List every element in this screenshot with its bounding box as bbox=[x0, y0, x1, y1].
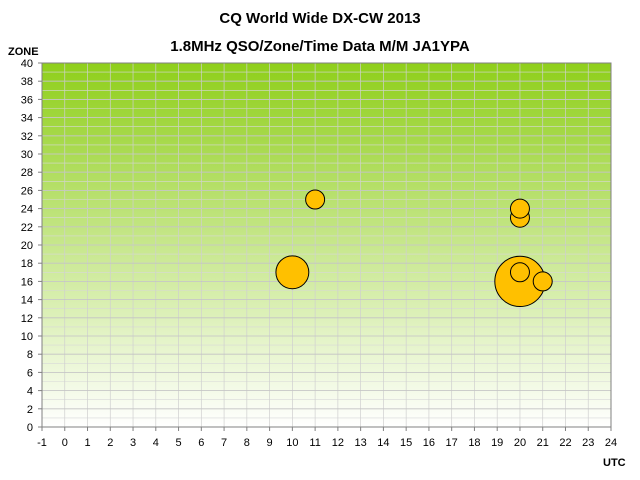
y-tick-label: 28 bbox=[21, 167, 33, 179]
y-tick-label: 18 bbox=[21, 258, 33, 270]
x-tick-label: 3 bbox=[130, 437, 136, 449]
x-tick-label: 4 bbox=[153, 437, 159, 449]
x-tick-label: -1 bbox=[37, 437, 47, 449]
y-tick-label: 38 bbox=[21, 76, 33, 88]
y-tick-label: 24 bbox=[21, 204, 33, 216]
chart-title: CQ World Wide DX-CW 2013 bbox=[219, 10, 421, 27]
x-tick-label: 2 bbox=[107, 437, 113, 449]
x-tick-label: 14 bbox=[377, 437, 389, 449]
x-axis-label: UTC bbox=[603, 457, 626, 469]
y-tick-label: 32 bbox=[21, 131, 33, 143]
x-tick-label: 15 bbox=[400, 437, 412, 449]
y-tick-label: 22 bbox=[21, 222, 33, 234]
data-point bbox=[305, 189, 326, 210]
chart-subtitle: 1.8MHz QSO/Zone/Time Data M/M JA1YPA bbox=[170, 38, 470, 55]
x-tick-label: 12 bbox=[332, 437, 344, 449]
x-tick-label: 17 bbox=[446, 437, 458, 449]
y-tick-label: 6 bbox=[27, 367, 33, 379]
x-tick-label: 7 bbox=[221, 437, 227, 449]
y-tick-label: 14 bbox=[21, 295, 33, 307]
x-tick-label: 0 bbox=[62, 437, 68, 449]
x-tick-label: 22 bbox=[559, 437, 571, 449]
y-tick-label: 0 bbox=[27, 422, 33, 434]
y-tick-label: 40 bbox=[21, 58, 33, 70]
data-point bbox=[532, 271, 553, 292]
y-tick-label: 4 bbox=[27, 386, 33, 398]
data-point bbox=[509, 198, 530, 219]
x-tick-label: 21 bbox=[537, 437, 549, 449]
x-tick-label: 19 bbox=[491, 437, 503, 449]
data-point bbox=[275, 255, 310, 290]
y-tick-label: 36 bbox=[21, 94, 33, 106]
y-tick-label: 8 bbox=[27, 349, 33, 361]
x-tick-label: 5 bbox=[175, 437, 181, 449]
x-tick-label: 23 bbox=[582, 437, 594, 449]
x-tick-label: 8 bbox=[244, 437, 250, 449]
y-tick-label: 30 bbox=[21, 149, 33, 161]
x-tick-label: 6 bbox=[198, 437, 204, 449]
x-tick-label: 9 bbox=[267, 437, 273, 449]
y-tick-label: 34 bbox=[21, 113, 33, 125]
y-tick-label: 16 bbox=[21, 276, 33, 288]
y-tick-label: 2 bbox=[27, 404, 33, 416]
x-tick-label: 16 bbox=[423, 437, 435, 449]
y-tick-label: 12 bbox=[21, 313, 33, 325]
x-tick-label: 11 bbox=[309, 437, 320, 449]
x-tick-label: 1 bbox=[84, 437, 90, 449]
x-tick-label: 10 bbox=[286, 437, 298, 449]
x-tick-label: 13 bbox=[355, 437, 367, 449]
x-tick-label: 24 bbox=[605, 437, 617, 449]
y-tick-label: 10 bbox=[21, 331, 33, 343]
x-tick-label: 20 bbox=[514, 437, 526, 449]
x-tick-label: 18 bbox=[468, 437, 480, 449]
y-tick-label: 20 bbox=[21, 240, 33, 252]
y-tick-label: 26 bbox=[21, 185, 33, 197]
y-axis-label: ZONE bbox=[8, 46, 39, 58]
data-point bbox=[509, 262, 530, 283]
